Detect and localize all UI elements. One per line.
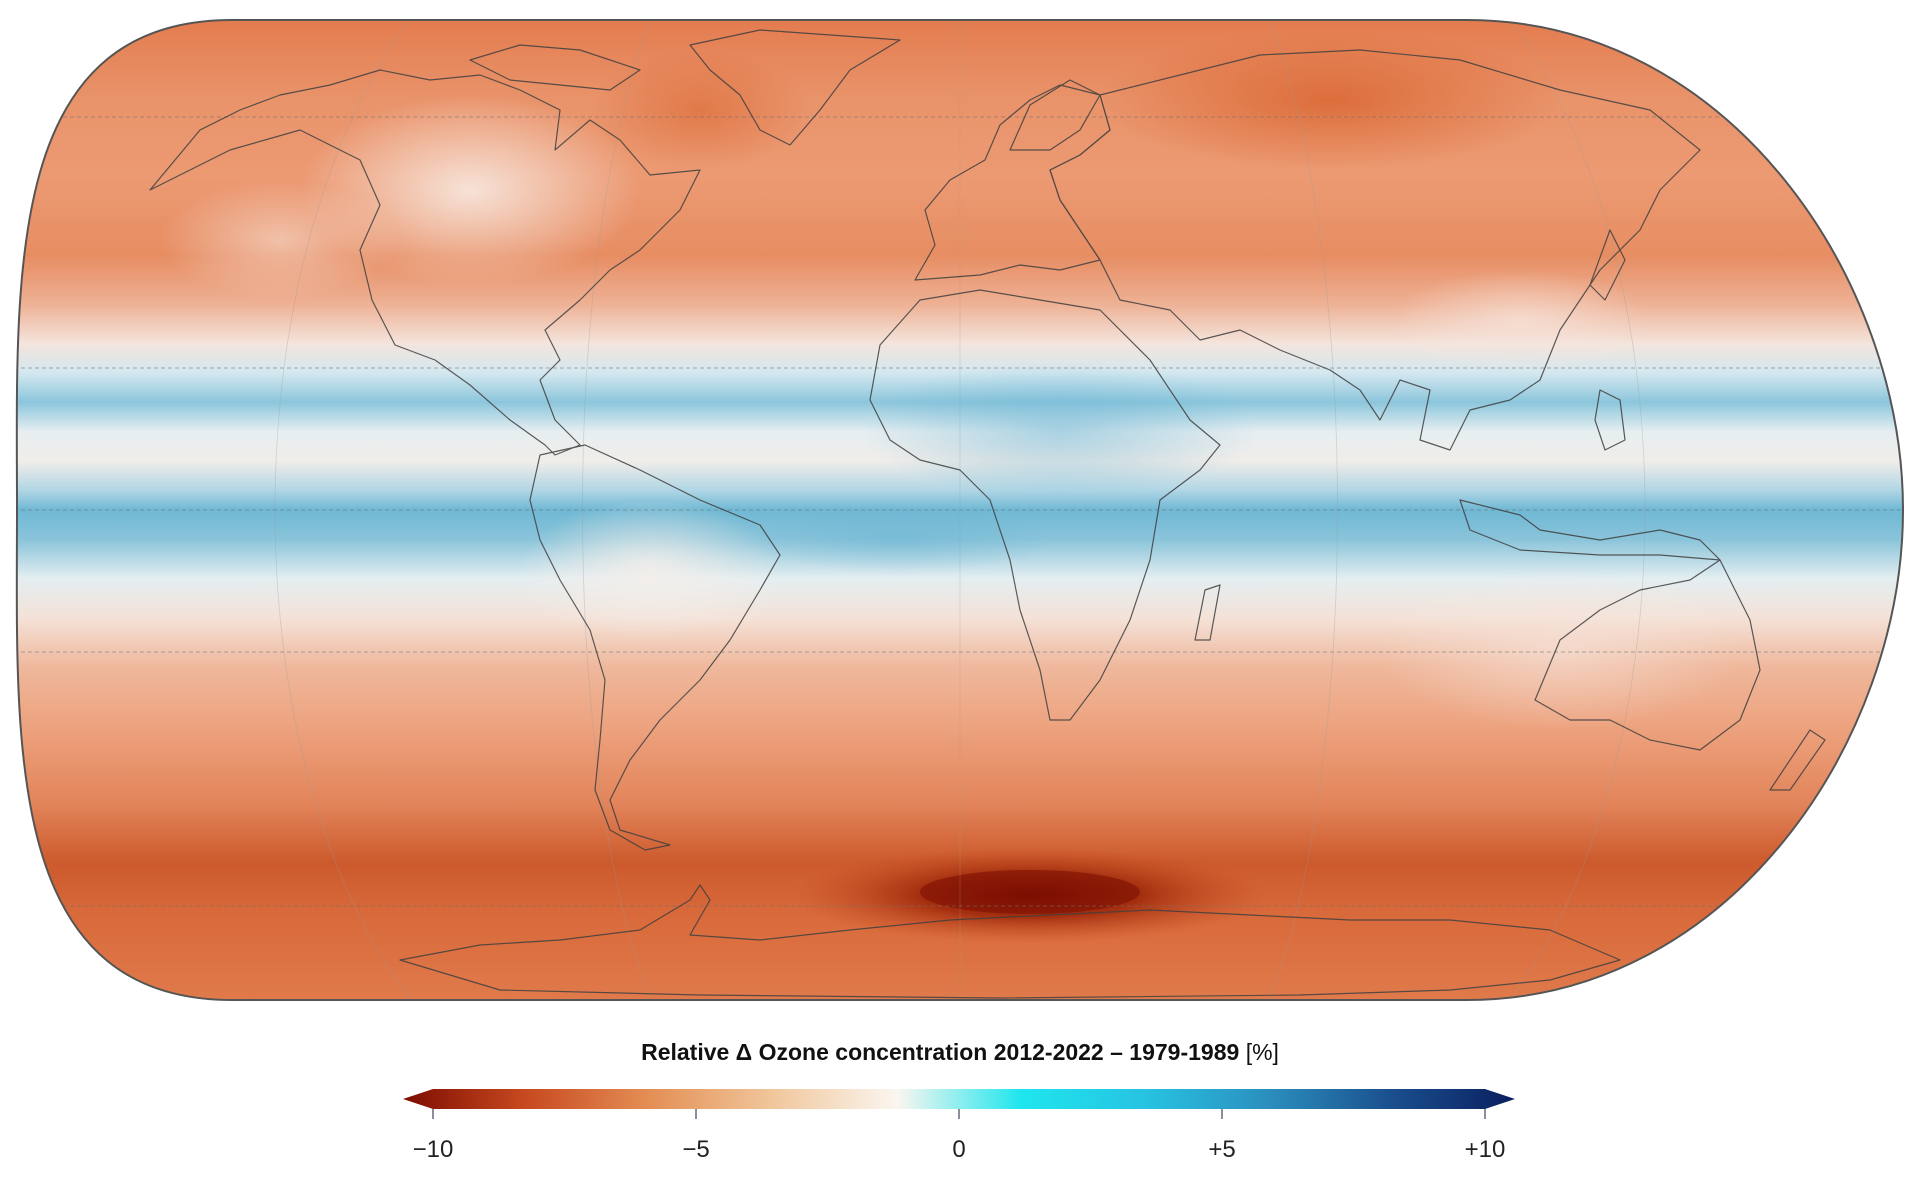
indonesia-coast	[1459, 499, 1721, 561]
meridian	[274, 20, 411, 1000]
colorbar-tick-label: +5	[1208, 1136, 1236, 1163]
colorbar-tick-label: 0	[952, 1136, 966, 1163]
south-america-white-region	[520, 500, 780, 640]
new-zealand-coast	[1769, 729, 1826, 791]
legend-title-text: Relative Δ Ozone concentration 2012-2022…	[641, 1039, 1240, 1065]
africa-coast	[869, 289, 1221, 721]
meridian	[1269, 20, 1338, 1000]
australia-coast	[1534, 559, 1761, 751]
australia-pale-region	[1380, 570, 1740, 730]
antarctica-coast	[399, 884, 1621, 999]
world-map	[15, 19, 1904, 1001]
north-atlantic-dark-region	[590, 50, 810, 170]
south-atlantic-blue-region	[750, 505, 1050, 575]
africa-blue-region	[860, 360, 1260, 500]
colorbar-bar	[403, 1089, 1515, 1109]
asia-coast	[1049, 49, 1701, 451]
legend: Relative Δ Ozone concentration 2012-2022…	[0, 1030, 1920, 1202]
graticule	[16, 116, 1903, 907]
coastlines	[149, 29, 1826, 999]
philippines-coast	[1594, 389, 1626, 451]
north-america-coast	[149, 69, 701, 456]
siberia-dark-region	[1100, 30, 1560, 170]
greenland-coast	[689, 29, 901, 146]
legend-title: Relative Δ Ozone concentration 2012-2022…	[0, 1039, 1920, 1066]
meridian	[582, 20, 651, 1000]
east-asia-pale-region	[1390, 270, 1650, 370]
arctic-islands-coast	[469, 44, 641, 91]
south-america-coast	[529, 444, 781, 851]
ozone-hole-core	[920, 870, 1140, 914]
colorbar-tick-label: −10	[412, 1136, 454, 1163]
colorbar-tick-label: +10	[1464, 1136, 1506, 1163]
pacific-pale-region	[160, 180, 400, 300]
meridian	[1509, 20, 1646, 1000]
madagascar-coast	[1194, 584, 1221, 641]
colorbar-ticks	[432, 1109, 1486, 1119]
colorbar-tick-label: −5	[682, 1136, 710, 1163]
japan-coast	[1589, 229, 1626, 301]
legend-unit: [%]	[1245, 1039, 1279, 1065]
meridians	[274, 20, 1646, 1000]
colorbar	[403, 1089, 1515, 1119]
